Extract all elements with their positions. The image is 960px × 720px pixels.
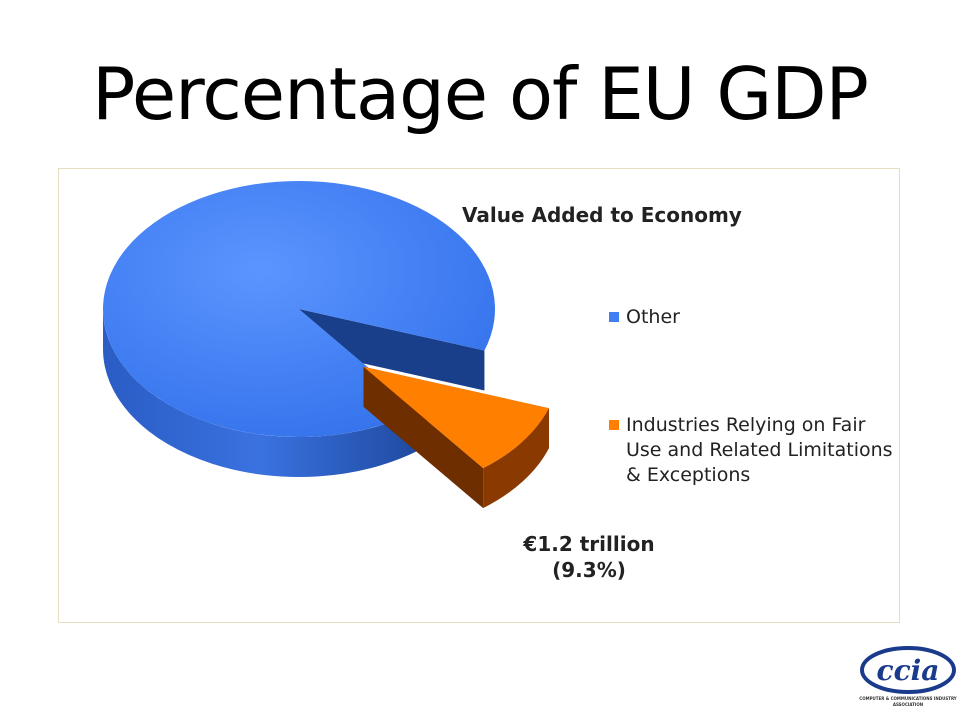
slide-title: Percentage of EU GDP [92, 52, 869, 136]
pie-slice-other-rim [103, 309, 419, 477]
ccia-logo-mark: ccia [860, 646, 956, 694]
pie-slice-other-cut-face-2 [299, 309, 485, 391]
legend-item-other: Other [609, 305, 680, 330]
data-label-fair-use: €1.2 trillion (9.3%) [489, 531, 689, 583]
legend-label-other: Other [626, 306, 680, 328]
data-label-percent: (9.3%) [552, 558, 626, 582]
legend-label-fair-use: Industries Relying on Fair Use and Relat… [626, 414, 893, 486]
data-label-value: €1.2 trillion [523, 532, 655, 556]
pie-slice-fair-use [363, 366, 549, 469]
chart-panel: Value Added to Economy Other Industries … [58, 168, 900, 623]
ccia-logo-text: ccia [877, 654, 940, 687]
pie-slice-other [102, 181, 495, 438]
legend-swatch-fair-use [609, 420, 619, 430]
legend-swatch-other [609, 312, 619, 322]
pie-slice-fair-use-rim [483, 408, 549, 509]
pie-slice-fair-use-end-face [363, 366, 484, 509]
ccia-logo: ccia COMPUTER & COMMUNICATIONS INDUSTRY … [858, 644, 958, 716]
chart-title: Value Added to Economy [462, 203, 742, 227]
pie-chart [102, 181, 549, 509]
ccia-logo-org: COMPUTER & COMMUNICATIONS INDUSTRY ASSOC… [859, 696, 957, 707]
legend-item-fair-use: Industries Relying on Fair Use and Relat… [609, 413, 899, 488]
